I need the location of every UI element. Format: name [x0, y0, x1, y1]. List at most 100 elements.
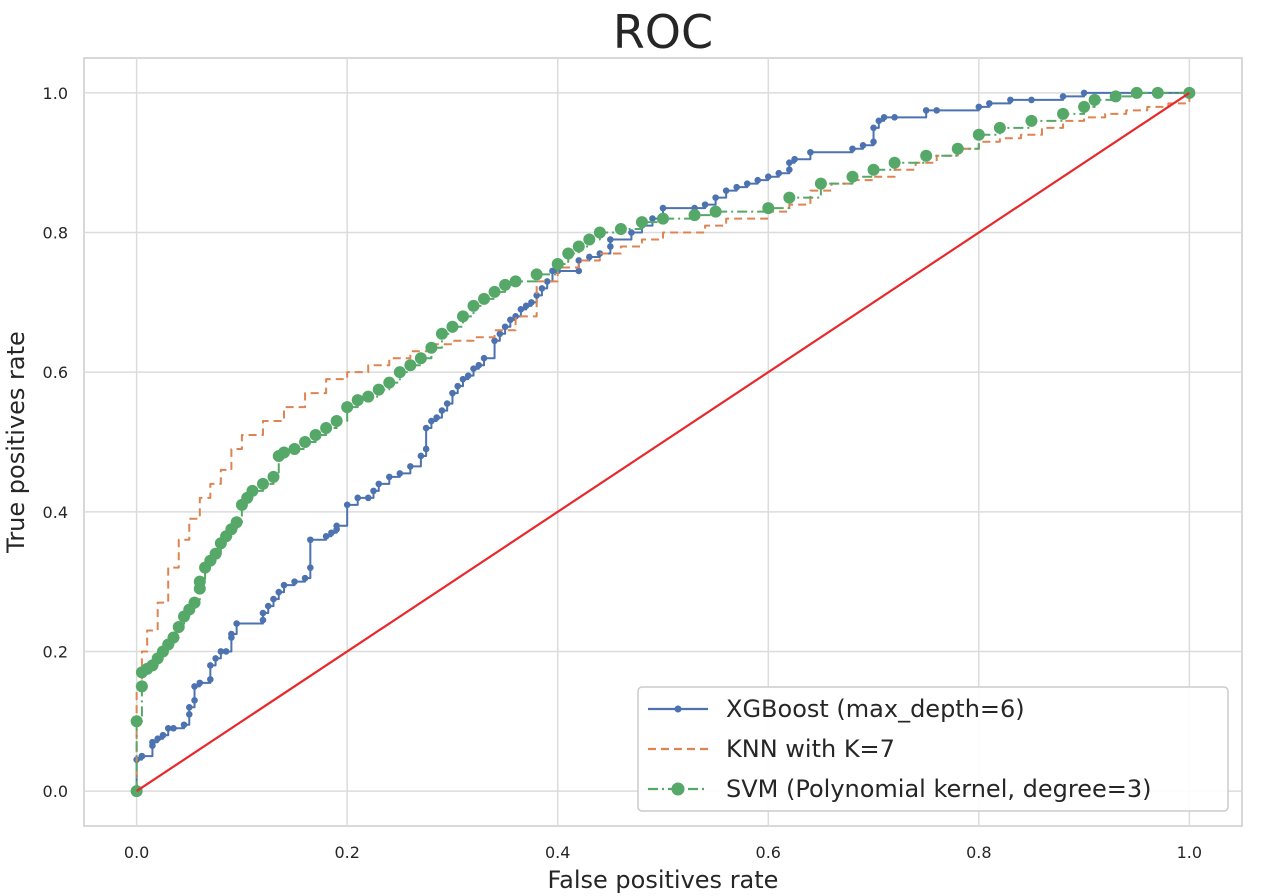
data-point: [846, 170, 859, 183]
data-point: [191, 697, 198, 704]
data-point: [228, 630, 235, 638]
data-point: [301, 574, 309, 582]
data-point: [575, 257, 583, 264]
data-point: [275, 588, 283, 596]
data-point: [435, 327, 448, 340]
data-point: [212, 655, 219, 662]
data-point: [933, 107, 941, 114]
data-point: [635, 216, 648, 229]
data-point: [733, 183, 740, 191]
legend-box: [637, 686, 1229, 812]
data-point: [307, 536, 314, 544]
data-point: [762, 202, 775, 215]
legend: XGBoost (max_depth=6) KNN with K=7 SVM (Po…: [637, 686, 1229, 812]
data-point: [246, 484, 259, 497]
data-point: [880, 114, 888, 121]
legend-marker: [671, 782, 685, 796]
data-point: [501, 323, 509, 331]
x-tick-label: 0.6: [756, 843, 781, 862]
data-point: [291, 578, 298, 585]
data-point: [259, 616, 267, 624]
data-point: [496, 330, 504, 338]
data-point: [530, 268, 543, 281]
y-tick-label: 1.0: [43, 84, 68, 103]
y-tick-label: 0.4: [43, 503, 68, 522]
data-point: [364, 494, 372, 502]
chart-title: ROC: [613, 5, 713, 59]
data-point: [343, 501, 351, 509]
x-tick-label: 0.0: [124, 843, 149, 862]
series-line-chance-diagonal: [136, 91, 1190, 793]
data-point: [480, 354, 488, 362]
data-point: [533, 292, 540, 299]
data-point: [207, 676, 214, 683]
data-point: [459, 375, 467, 383]
data-point: [628, 229, 635, 236]
data-point: [470, 365, 477, 372]
data-point: [562, 247, 575, 260]
data-point: [649, 215, 656, 222]
series-layer: [130, 86, 1196, 798]
data-point: [709, 205, 722, 218]
data-point: [164, 724, 172, 732]
data-point: [1130, 86, 1143, 99]
data-point: [875, 117, 883, 125]
data-point: [986, 100, 993, 107]
data-point: [209, 547, 222, 560]
data-point: [351, 394, 364, 407]
y-tick-label: 0.6: [43, 363, 68, 382]
data-point: [417, 452, 425, 460]
data-point: [456, 310, 469, 323]
data-point: [320, 422, 333, 435]
data-point: [586, 253, 593, 261]
data-point: [551, 257, 564, 270]
data-point: [278, 446, 291, 459]
data-point: [1151, 86, 1164, 99]
data-point: [259, 609, 267, 617]
data-point: [775, 169, 783, 177]
data-point: [467, 299, 480, 312]
data-point: [1025, 114, 1038, 127]
data-point: [507, 316, 514, 324]
data-point: [407, 463, 414, 470]
data-point: [993, 121, 1006, 134]
data-point: [922, 107, 930, 114]
series-knn-with-k-7: [135, 92, 1191, 792]
data-point: [1007, 96, 1014, 104]
y-tick-label: 0.8: [43, 224, 68, 243]
legend-label: SVM (Polynomial kernel, degree=3): [726, 775, 1151, 803]
data-point: [341, 401, 354, 414]
legend-entry-xgboost-max-depth-6: XGBoost (max_depth=6): [648, 695, 1025, 723]
data-point: [135, 680, 148, 693]
data-point: [322, 532, 330, 540]
data-point: [333, 522, 340, 530]
data-point: [354, 494, 362, 502]
data-point: [191, 683, 198, 690]
data-point: [454, 382, 462, 390]
data-point: [207, 662, 214, 669]
data-point: [170, 724, 177, 732]
data-point: [256, 477, 269, 490]
data-point: [522, 302, 530, 310]
data-point: [791, 155, 798, 163]
data-point: [193, 575, 206, 588]
data-point: [428, 417, 435, 425]
data-point: [783, 191, 796, 204]
data-point: [154, 735, 161, 743]
data-point: [870, 124, 877, 132]
data-point: [372, 383, 385, 396]
data-point: [743, 180, 751, 187]
data-point: [972, 128, 985, 141]
x-tick-label: 0.2: [334, 843, 359, 862]
data-point: [659, 204, 667, 212]
data-point: [438, 407, 446, 414]
data-point: [859, 141, 867, 149]
data-point: [385, 473, 393, 481]
data-point: [786, 159, 793, 167]
data-point: [393, 366, 406, 379]
data-point: [549, 267, 556, 275]
data-point: [264, 602, 272, 610]
data-point: [422, 424, 430, 432]
data-point: [138, 752, 146, 760]
data-point: [478, 292, 491, 305]
